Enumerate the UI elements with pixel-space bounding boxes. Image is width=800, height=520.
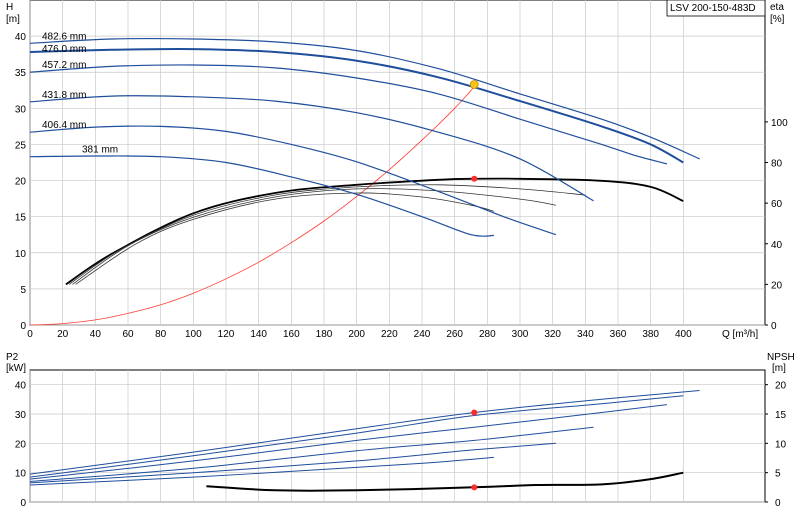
y-tick-label-npsh: 15 [775,410,787,421]
x-tick-label: 400 [675,329,692,340]
top-series: 482.6 mm 476.0 mm 457.2 mm 431.8 mm 406.4 mm… [29,31,700,326]
model-label: LSV 200-150-483D [670,3,756,14]
y-axis-label-p2: P2 [6,352,19,363]
y-tick-label-h: 40 [15,32,27,43]
head-curve-label: 476.0 mm [42,44,86,55]
y-tick-label-h: 0 [20,321,26,332]
y-tick-label-p2: 10 [15,469,27,480]
y-axis-label-h: H [6,2,13,13]
y-axis-label-eta: eta [770,2,784,13]
x-tick-label: 0 [27,329,33,340]
efficiency-curve [65,177,684,286]
x-tick-label: 380 [642,329,659,340]
y-tick-label-npsh: 0 [775,498,781,509]
y-tick-label-p2: 30 [15,410,27,421]
power-curve [29,404,668,480]
head-curve-label: 406.4 mm [42,120,86,131]
power-curve [29,395,684,478]
x-tick-label: 200 [348,329,365,340]
head-curve [29,37,700,160]
y-tick-label-h: 10 [15,249,27,260]
x-tick-label: 320 [544,329,561,340]
y-axis-unit-h: [m] [6,14,20,25]
y-tick-label-h: 5 [20,285,26,296]
efficiency-curve [75,192,495,285]
head-curve [29,47,684,164]
x-tick-label: 360 [610,329,627,340]
y-axis-unit-eta: [%] [770,14,785,25]
head-curve-label: 381 mm [82,145,118,156]
x-tick-label: 120 [218,329,235,340]
head-curve [29,155,494,237]
x-tick-label: 80 [155,329,167,340]
y-tick-label-npsh: 5 [775,469,781,480]
top-tick-labels: 0 20 40 60 80 100 120 140 160 180 200 220 240 260 280 3… [15,32,788,340]
x-tick-label: 100 [185,329,202,340]
y-axis-label-npsh: NPSH [767,352,795,363]
y-tick-label-eta: 100 [771,118,788,129]
y-tick-label-h: 20 [15,177,27,188]
head-curve [29,64,668,165]
y-tick-label-npsh: 20 [775,381,787,392]
y-tick-label-eta: 20 [771,280,783,291]
power-curve [29,442,556,484]
x-tick-label: 60 [122,329,134,340]
y-tick-label-h: 30 [15,104,27,115]
bottom-panel: 0 10 20 30 40 0 5 10 15 20 P2 [kW] NPSH [m] [6,352,795,509]
y-tick-label-eta: 0 [771,321,777,332]
head-curve-label: 457.2 mm [42,60,86,71]
head-curve [29,125,557,236]
bottom-series [29,390,700,492]
y-tick-label-eta: 60 [771,199,783,210]
x-tick-label: 260 [446,329,463,340]
power-curve [29,456,494,486]
x-tick-label: 240 [414,329,431,340]
x-tick-label: 180 [316,329,333,340]
x-tick-label: 220 [381,329,398,340]
duty-point-eta [471,175,478,182]
head-curve-label: 482.6 mm [42,31,86,42]
y-tick-label-p2: 0 [20,498,26,509]
power-curve [29,426,594,482]
y-axis-unit-p2: [kW] [6,363,26,374]
bottom-tick-labels: 0 10 20 30 40 0 5 10 15 20 [15,381,787,509]
top-grid [29,0,765,326]
duty-point-head [469,80,479,89]
y-tick-label-h: 35 [15,68,27,79]
head-curve-label: 431.8 mm [42,90,86,101]
x-tick-label: 300 [512,329,529,340]
duty-point-power [471,409,478,416]
y-tick-label-p2: 20 [15,439,27,450]
x-tick-label: 340 [577,329,594,340]
power-curve [29,390,700,475]
x-tick-label: 160 [283,329,300,340]
npsh-curve [206,471,684,492]
duty-point-npsh [471,484,478,491]
y-axis-unit-npsh: [m] [772,363,786,374]
x-tick-label: 280 [479,329,496,340]
head-curve [29,95,594,202]
x-tick-label: 40 [90,329,102,340]
y-tick-label-h: 15 [15,213,27,224]
y-tick-label-npsh: 10 [775,439,787,450]
x-tick-label: 20 [57,329,69,340]
y-tick-label-eta: 80 [771,159,783,170]
x-tick-label: 140 [250,329,267,340]
y-tick-label-eta: 40 [771,240,783,251]
y-tick-label-p2: 40 [15,381,27,392]
efficiency-curve [72,188,556,285]
x-axis-label-q: Q [m³/h] [722,329,758,340]
top-panel: 0 20 40 60 80 100 120 140 160 180 200 220 240 260 280 3… [6,0,788,340]
model-label-box [666,0,766,17]
system-curve [29,86,475,326]
y-tick-label-h: 25 [15,140,27,151]
